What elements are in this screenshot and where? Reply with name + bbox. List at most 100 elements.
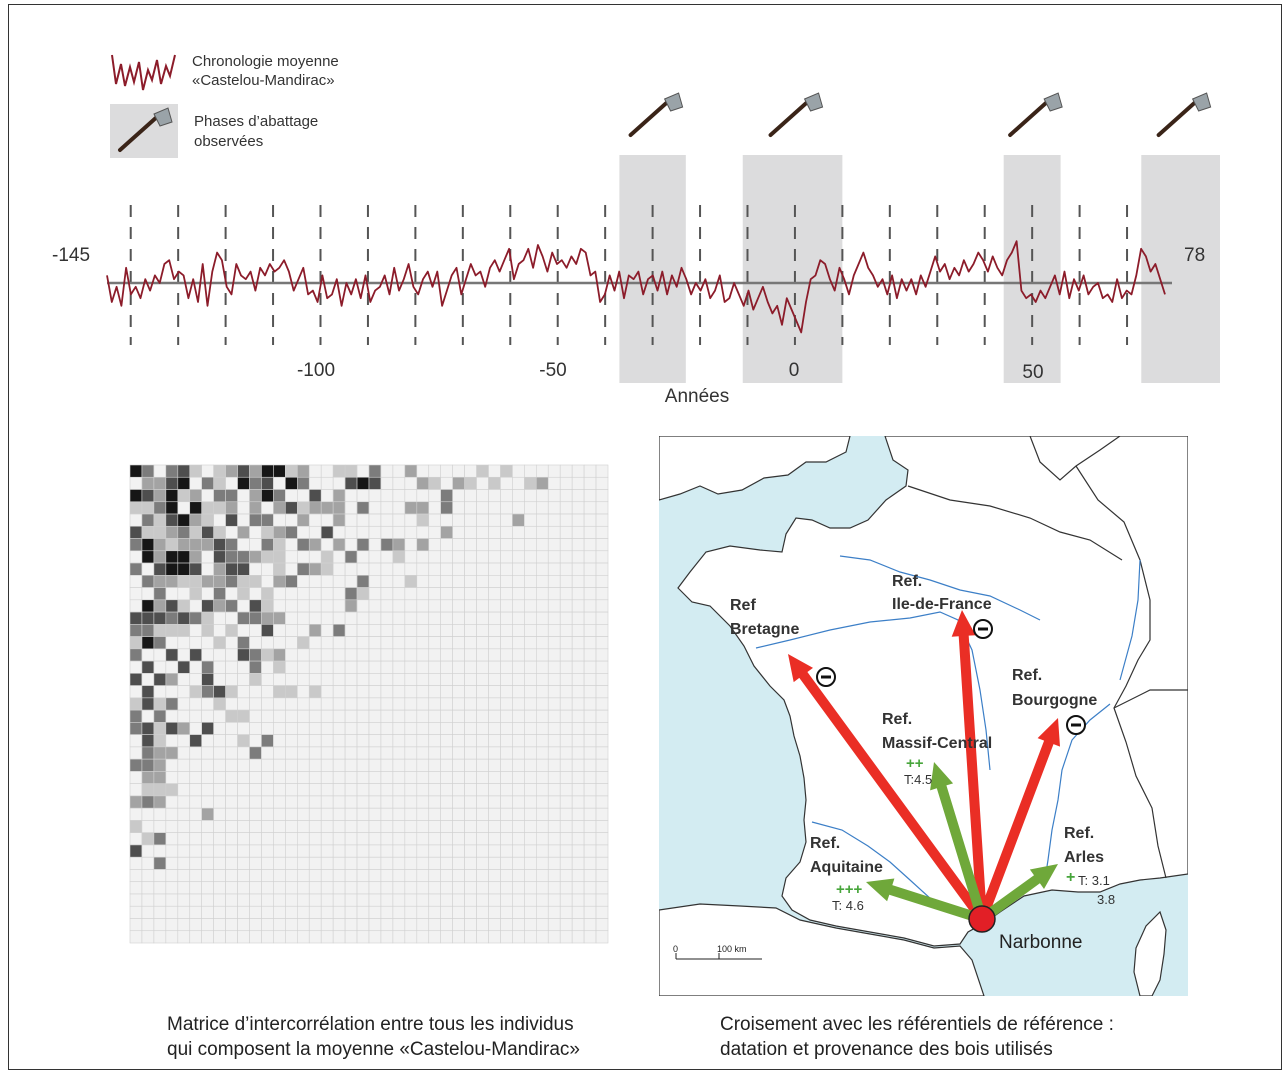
matrix-cell xyxy=(332,832,346,846)
matrix-cell xyxy=(380,820,394,834)
matrix-cell xyxy=(201,685,214,699)
matrix-cell xyxy=(571,905,585,919)
matrix-cell xyxy=(344,722,358,735)
matrix-cell xyxy=(356,832,370,846)
matrix-cell xyxy=(201,930,214,944)
matrix-cell xyxy=(559,660,573,674)
matrix-cell xyxy=(320,881,334,895)
matrix-cell xyxy=(535,820,549,834)
matrix-cell xyxy=(213,648,226,662)
matrix-cell xyxy=(500,709,513,723)
matrix-cell xyxy=(464,844,477,858)
matrix-cell xyxy=(428,562,441,576)
matrix-cell xyxy=(512,513,525,527)
matrix-cell xyxy=(285,746,298,760)
matrix-cell xyxy=(129,550,143,564)
matrix-cell xyxy=(177,501,191,515)
matrix-cell xyxy=(452,587,465,601)
matrix-cell xyxy=(404,476,418,490)
matrix-cell xyxy=(129,881,143,895)
matrix-cell xyxy=(320,599,334,613)
matrix-cell xyxy=(308,795,322,809)
matrix-cell xyxy=(476,685,489,699)
matrix-cell xyxy=(500,648,513,662)
matrix-cell xyxy=(535,685,549,699)
matrix-cell xyxy=(416,746,430,760)
matrix-cell xyxy=(201,660,214,674)
ref-arles-score: + xyxy=(1066,869,1075,886)
matrix-cell xyxy=(177,795,191,809)
matrix-cell xyxy=(428,807,441,821)
matrix-cell xyxy=(344,783,358,797)
matrix-cell xyxy=(368,464,382,478)
matrix-cell xyxy=(524,636,537,650)
matrix-cell xyxy=(535,930,549,944)
matrix-cell xyxy=(332,930,346,944)
arrow-aquitaine xyxy=(866,878,984,924)
matrix-cell xyxy=(440,501,453,515)
matrix-cell xyxy=(308,550,322,564)
matrix-cell xyxy=(488,575,501,588)
matrix-cell xyxy=(273,918,286,932)
matrix-cell xyxy=(201,905,214,919)
matrix-cell xyxy=(308,673,322,686)
intercorrelation-matrix xyxy=(129,464,609,944)
matrix-cell xyxy=(547,758,561,772)
matrix-cell xyxy=(201,513,214,527)
matrix-cell xyxy=(356,513,370,527)
end-year-label: 78 xyxy=(1184,245,1205,266)
matrix-cell xyxy=(416,538,430,552)
matrix-cell xyxy=(500,636,513,650)
matrix-cell xyxy=(273,734,286,748)
matrix-cell xyxy=(500,918,513,932)
matrix-cell xyxy=(153,599,167,613)
matrix-cell xyxy=(213,807,226,821)
matrix-cell xyxy=(201,856,214,870)
matrix-cell xyxy=(273,538,286,552)
matrix-cell xyxy=(237,905,250,919)
matrix-cell xyxy=(344,697,358,711)
matrix-cell xyxy=(380,525,394,539)
matrix-cell xyxy=(344,636,358,650)
matrix-cell xyxy=(177,930,191,944)
matrix-cell xyxy=(332,464,346,478)
matrix-cell xyxy=(129,697,143,711)
matrix-cell xyxy=(344,807,358,821)
matrix-cell xyxy=(464,611,477,625)
matrix-cell xyxy=(547,844,561,858)
matrix-cell xyxy=(344,562,358,576)
matrix-cell xyxy=(261,513,274,527)
ref-bretagne: Ref Bretagne xyxy=(730,597,836,687)
matrix-cell xyxy=(500,611,513,625)
matrix-cell xyxy=(201,844,214,858)
matrix-cells xyxy=(129,464,609,944)
matrix-cell xyxy=(428,673,441,686)
matrix-cell xyxy=(404,673,418,686)
matrix-cell xyxy=(356,476,370,490)
matrix-cell xyxy=(201,795,214,809)
matrix-cell xyxy=(165,893,179,907)
matrix-cell xyxy=(500,722,513,735)
river-loire xyxy=(755,611,991,771)
ref-arles-name: Arles xyxy=(1064,849,1104,866)
matrix-cell xyxy=(440,820,453,834)
matrix-cell xyxy=(189,807,202,821)
matrix-cell xyxy=(249,905,262,919)
france-landmass xyxy=(677,436,1188,947)
ref-aquitaine-name: Aquitaine xyxy=(810,859,883,876)
matrix-cell xyxy=(547,525,561,539)
matrix-cell xyxy=(237,550,250,564)
matrix-cell xyxy=(416,525,430,539)
matrix-cell xyxy=(404,771,418,784)
matrix-cell xyxy=(416,918,430,932)
matrix-cell xyxy=(404,758,418,772)
matrix-cell xyxy=(559,513,573,527)
matrix-cell xyxy=(583,685,597,699)
matrix-cell xyxy=(273,562,286,576)
matrix-cell xyxy=(583,807,597,821)
matrix-cell xyxy=(129,844,143,858)
matrix-cell xyxy=(225,636,238,650)
matrix-cell xyxy=(165,476,179,490)
matrix-cell xyxy=(165,918,179,932)
matrix-cell xyxy=(356,501,370,515)
